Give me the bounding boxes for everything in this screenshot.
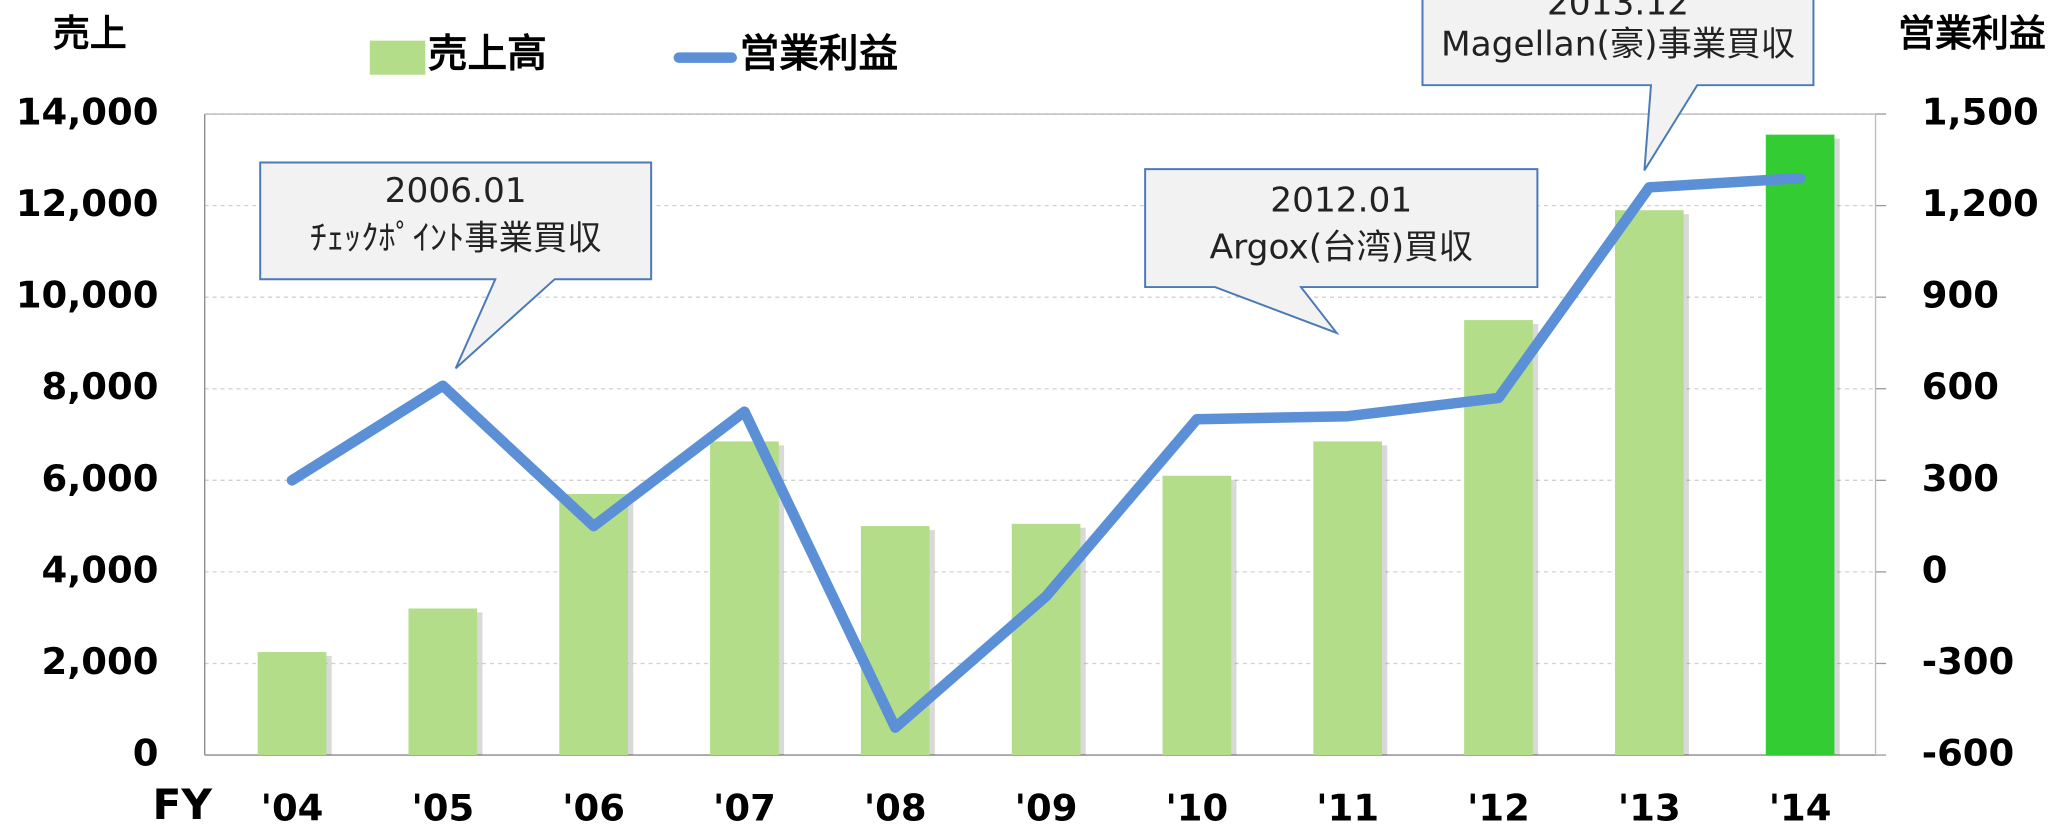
callout-box (1144, 168, 1539, 336)
bar (1313, 441, 1383, 756)
annotation-text: 2012.01 (1270, 180, 1412, 220)
annotation-text: ﾁｪｯｸﾎﾟｲﾝﾄ事業買収 (310, 218, 602, 258)
bar (1162, 475, 1232, 756)
y2-tick-label: 600 (1922, 365, 1999, 408)
y2-tick-label: 900 (1922, 274, 1999, 317)
callout-box (259, 161, 653, 370)
x-tick-label: '09 (1015, 787, 1078, 830)
annotation-text: 2006.01 (385, 171, 527, 211)
y2-tick-label: 300 (1922, 457, 1999, 500)
bar (408, 608, 478, 756)
annotation-text: Magellan(豪)事業買収 (1441, 24, 1795, 64)
x-tick-label: '14 (1769, 787, 1832, 830)
y2-tick-label: 1,200 (1922, 182, 2039, 225)
y-axis-label: 売上 (53, 12, 127, 55)
x-tick-label: '06 (562, 787, 625, 830)
bar (1011, 523, 1081, 756)
y-tick-label: 14,000 (16, 91, 159, 134)
y-tick-label: 2,000 (42, 640, 159, 683)
line (286, 172, 1806, 733)
bar (1464, 320, 1533, 756)
y-tick-label: 4,000 (42, 548, 159, 591)
bar (710, 441, 779, 756)
y2-tick-label: 0 (1922, 548, 1948, 591)
bar (257, 652, 327, 756)
y-tick-label: 10,000 (16, 274, 159, 317)
legend-label: 売上高 (428, 31, 547, 77)
y-tick-label: 6,000 (42, 457, 159, 500)
y-tick-label: 0 (133, 732, 159, 775)
annotation-text: Argox(台湾)買収 (1210, 228, 1473, 268)
y-tick-label: 12,000 (16, 182, 159, 225)
y2-tick-label: -300 (1922, 640, 2015, 683)
y2-axis-label: 営業利益 (1898, 12, 2046, 55)
x-tick-label: '04 (261, 787, 324, 830)
x-tick-label: '10 (1165, 787, 1228, 830)
y2-tick-label: -600 (1922, 732, 2015, 775)
x-tick-label: '11 (1316, 787, 1379, 830)
y2-tick-label: 1,500 (1922, 91, 2039, 134)
bar (1614, 210, 1684, 756)
x-axis-label: FY (153, 780, 213, 829)
x-tick-label: '12 (1467, 787, 1530, 830)
bar (1765, 134, 1835, 756)
annotation-text: 2013.12 (1547, 0, 1689, 24)
x-tick-label: '05 (411, 787, 474, 830)
x-tick-label: '08 (864, 787, 927, 830)
callout-box (1421, 0, 1815, 171)
x-tick-label: '13 (1618, 787, 1681, 830)
x-tick-label: '07 (713, 787, 776, 830)
legend-label: 営業利益 (740, 31, 898, 77)
bar (559, 494, 628, 756)
legend-swatch (369, 40, 426, 75)
y-tick-label: 8,000 (42, 365, 159, 408)
